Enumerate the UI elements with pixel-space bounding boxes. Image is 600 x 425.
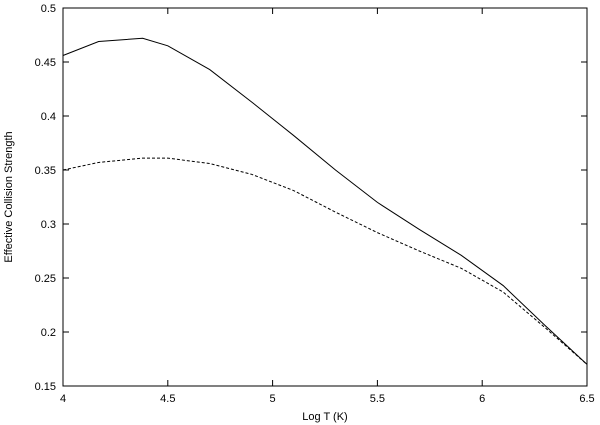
series-group [62,37,588,365]
y-tick-label: 0.45 [35,57,56,69]
y-tick-label: 0.4 [41,111,56,123]
y-tick-label: 0.15 [35,381,56,393]
y-tick-label: 0.25 [35,273,56,285]
x-tick-label: 4 [60,393,66,405]
series-line-solid [62,37,588,365]
x-tick-label: 5.5 [370,393,385,405]
y-tick-label: 0.35 [35,165,56,177]
y-tick-label: 0.5 [41,3,56,15]
x-axis-label: Log T (K) [302,411,347,423]
x-tick-label: 4.5 [160,393,175,405]
y-tick-label: 0.2 [41,327,56,339]
y-axis-label: Effective Collision Strength [3,131,15,262]
x-tick-label: 5 [270,393,276,405]
axis-ticks: 4 4.5 5 5.5 6 6.5 0.15 0.2 0.25 0.3 0.35 0.4 0.45 0.5 [35,3,595,405]
x-tick-label: 6 [479,393,485,405]
plot-frame [62,7,588,387]
y-tick-label: 0.3 [41,219,56,231]
x-tick-label: 6.5 [579,393,594,405]
series-line-dashed [62,157,588,365]
